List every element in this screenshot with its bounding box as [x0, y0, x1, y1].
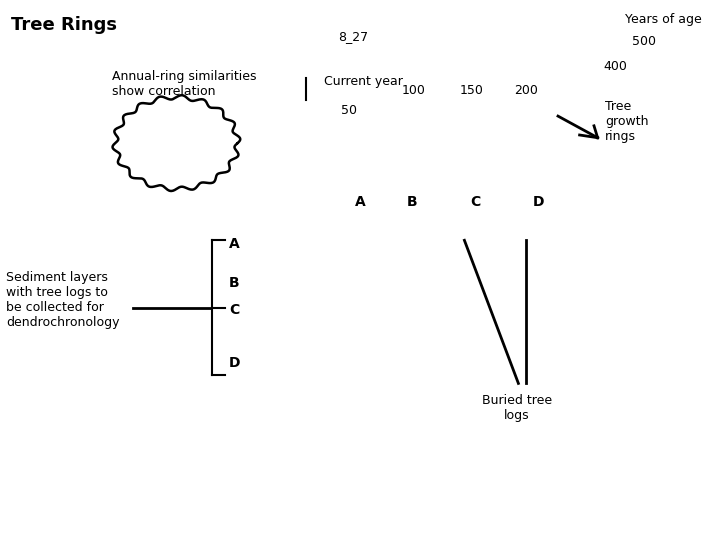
- Text: D: D: [229, 356, 240, 370]
- Text: D: D: [533, 195, 544, 210]
- Text: 500: 500: [632, 35, 657, 48]
- Text: 50: 50: [341, 104, 357, 117]
- Text: Current year: Current year: [324, 75, 403, 87]
- Text: Tree Rings: Tree Rings: [11, 16, 117, 34]
- Text: 100: 100: [402, 84, 426, 97]
- Text: 8_27: 8_27: [338, 30, 368, 43]
- Text: A: A: [355, 195, 365, 210]
- Text: A: A: [229, 237, 240, 251]
- Text: B: B: [229, 276, 240, 290]
- Text: Years of age: Years of age: [625, 14, 702, 26]
- Text: 400: 400: [603, 60, 628, 73]
- Text: Buried tree
logs: Buried tree logs: [482, 394, 552, 422]
- Text: Annual-ring similarities
show correlation: Annual-ring similarities show correlatio…: [112, 70, 256, 98]
- Text: C: C: [229, 303, 239, 317]
- Text: C: C: [470, 195, 480, 210]
- Text: 150: 150: [459, 84, 484, 97]
- Text: Sediment layers
with tree logs to
be collected for
dendrochronology: Sediment layers with tree logs to be col…: [6, 271, 120, 329]
- Text: B: B: [407, 195, 417, 210]
- Text: 200: 200: [513, 84, 538, 97]
- Text: Tree
growth
rings: Tree growth rings: [605, 100, 648, 143]
